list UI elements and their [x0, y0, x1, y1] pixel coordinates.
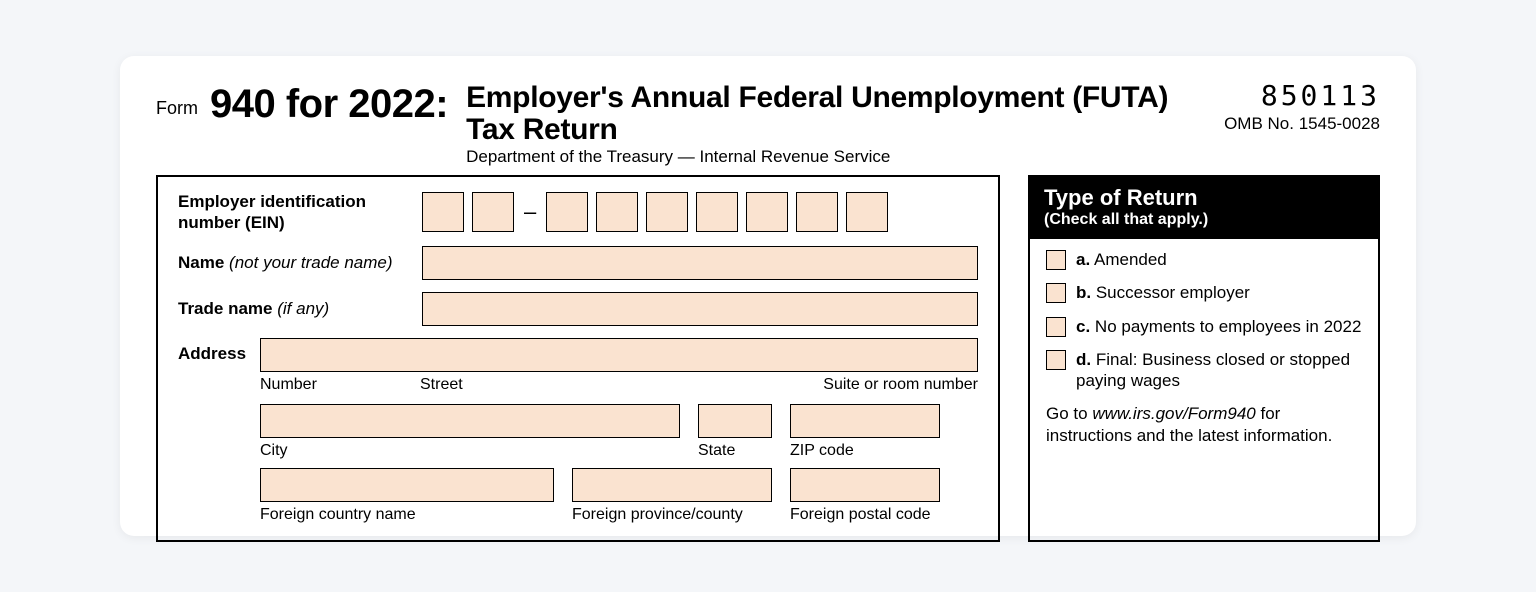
ein-cell[interactable] [646, 192, 688, 232]
checkbox-final[interactable] [1046, 350, 1066, 370]
ocr-number: 850113 [1210, 82, 1380, 110]
cap-street: Street [420, 376, 823, 394]
cap-suite: Suite or room number [823, 376, 978, 394]
ein-row: Employer identification number (EIN) – [178, 191, 978, 234]
cap-foreign-province: Foreign province/county [572, 506, 772, 524]
city-state-zip-row: City State ZIP code [260, 404, 978, 460]
address-captions: Number Street Suite or room number [260, 376, 978, 394]
type-of-return-title: Type of Return [1044, 185, 1364, 211]
return-option-a: a. Amended [1046, 249, 1362, 270]
trade-name-field[interactable] [422, 292, 978, 326]
form-word: Form [156, 82, 198, 119]
title-block: Employer's Annual Federal Unemployment (… [460, 82, 1198, 167]
type-of-return-box: Type of Return (Check all that apply.) a… [1028, 175, 1380, 542]
form-header: Form 940 for 2022: Employer's Annual Fed… [156, 82, 1380, 167]
ein-cell[interactable] [746, 192, 788, 232]
opt-d-text: Final: Business closed or stopped paying… [1076, 350, 1350, 390]
return-option-c: c. No payments to employees in 2022 [1046, 316, 1362, 337]
state-field[interactable] [698, 404, 772, 438]
footer-url: www.irs.gov/Form940 [1092, 404, 1255, 423]
checkbox-successor[interactable] [1046, 283, 1066, 303]
opt-d-key: d. [1076, 350, 1091, 369]
ein-cell[interactable] [422, 192, 464, 232]
form-title: Employer's Annual Federal Unemployment (… [466, 82, 1198, 145]
type-of-return-subtitle: (Check all that apply.) [1044, 211, 1364, 229]
opt-a-key: a. [1076, 250, 1090, 269]
cap-city: City [260, 442, 680, 460]
ein-cell[interactable] [472, 192, 514, 232]
name-label-bold: Name [178, 253, 224, 272]
name-label-italic: (not your trade name) [229, 253, 392, 272]
ein-cell[interactable] [546, 192, 588, 232]
type-of-return-footer: Go to www.irs.gov/Form940 for instructio… [1046, 403, 1362, 447]
type-of-return-header: Type of Return (Check all that apply.) [1030, 177, 1378, 239]
cap-foreign-country: Foreign country name [260, 506, 554, 524]
ein-cell[interactable] [846, 192, 888, 232]
return-option-d: d. Final: Business closed or stopped pay… [1046, 349, 1362, 392]
ein-dash: – [522, 199, 538, 225]
omb-number: OMB No. 1545-0028 [1210, 114, 1380, 134]
name-label: Name (not your trade name) [178, 252, 408, 273]
address-field[interactable] [260, 338, 978, 372]
employer-info-box: Employer identification number (EIN) – [156, 175, 1000, 542]
header-right: 850113 OMB No. 1545-0028 [1210, 82, 1380, 134]
opt-c-key: c. [1076, 317, 1090, 336]
form-subtitle: Department of the Treasury — Internal Re… [466, 147, 1198, 167]
return-option-b: b. Successor employer [1046, 282, 1362, 303]
name-row: Name (not your trade name) [178, 246, 978, 280]
trade-name-label: Trade name (if any) [178, 298, 408, 319]
address-label: Address [178, 338, 246, 364]
ein-cell[interactable] [796, 192, 838, 232]
trade-label-bold: Trade name [178, 299, 273, 318]
foreign-row: Foreign country name Foreign province/co… [260, 468, 978, 524]
cap-zip: ZIP code [790, 442, 940, 460]
ein-cell[interactable] [596, 192, 638, 232]
city-field[interactable] [260, 404, 680, 438]
address-row: Address Number Street Suite or room numb… [178, 338, 978, 394]
ein-cell[interactable] [696, 192, 738, 232]
checkbox-no-payments[interactable] [1046, 317, 1066, 337]
name-field[interactable] [422, 246, 978, 280]
foreign-country-field[interactable] [260, 468, 554, 502]
trade-label-italic: (if any) [277, 299, 329, 318]
ein-cells: – [422, 192, 888, 232]
form-body: Employer identification number (EIN) – [156, 175, 1380, 542]
zip-field[interactable] [790, 404, 940, 438]
type-of-return-body: a. Amended b. Successor employer c. No p… [1030, 239, 1378, 459]
foreign-postal-field[interactable] [790, 468, 940, 502]
opt-c-text: No payments to employees in 2022 [1095, 317, 1362, 336]
cap-state: State [698, 442, 772, 460]
foreign-province-field[interactable] [572, 468, 772, 502]
form-number: 940 for 2022: [210, 82, 448, 127]
trade-name-row: Trade name (if any) [178, 292, 978, 326]
cap-foreign-postal: Foreign postal code [790, 506, 940, 524]
opt-a-text: Amended [1094, 250, 1167, 269]
ein-label: Employer identification number (EIN) [178, 191, 408, 234]
opt-b-text: Successor employer [1096, 283, 1250, 302]
footer-pre: Go to [1046, 404, 1092, 423]
form-card: Form 940 for 2022: Employer's Annual Fed… [120, 56, 1416, 536]
opt-b-key: b. [1076, 283, 1091, 302]
cap-number: Number [260, 376, 420, 394]
checkbox-amended[interactable] [1046, 250, 1066, 270]
